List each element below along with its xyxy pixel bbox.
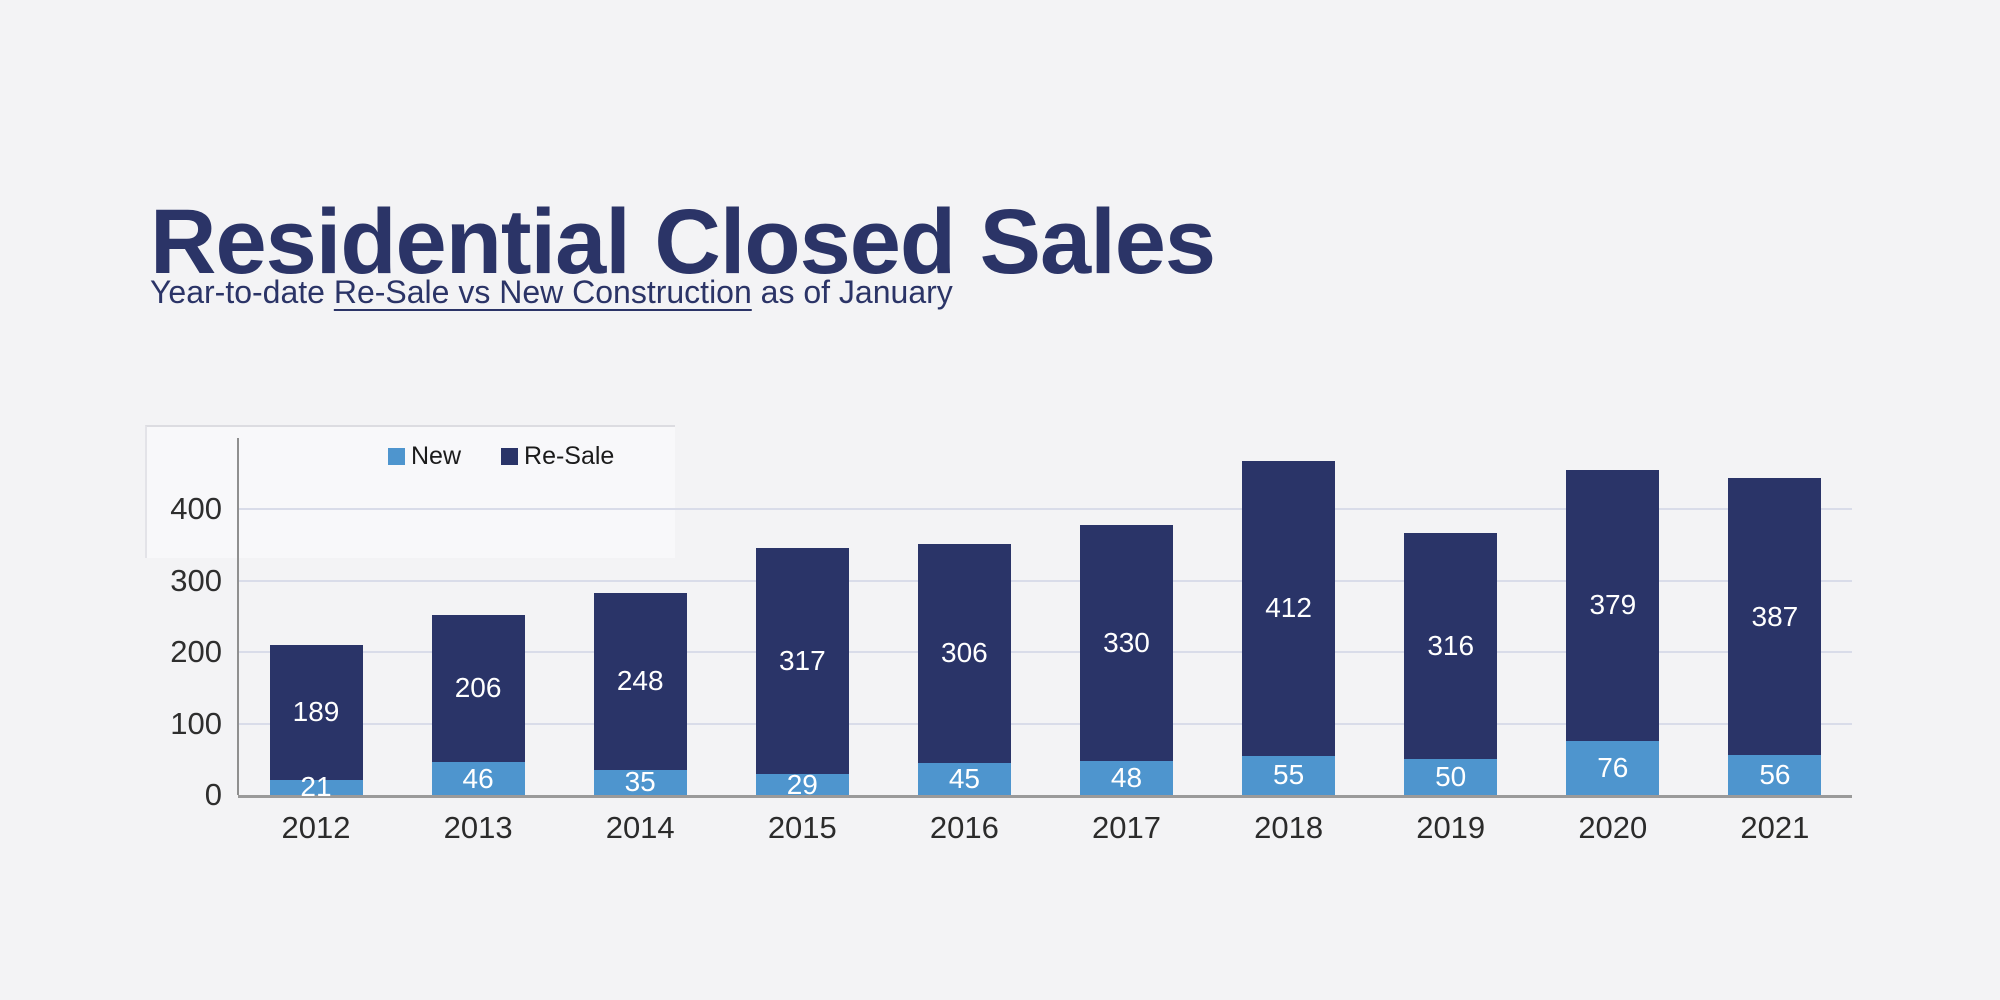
bar-segment-resale-2021 [1728,478,1822,755]
bar-value-resale-2018: 412 [1265,592,1312,624]
bar-segment-resale-2016 [917,544,1011,763]
bar-segment-resale-2015 [755,547,849,775]
x-category-label-2016: 2016 [929,810,999,845]
subtitle-prefix: Year-to-date [150,274,334,310]
bar-value-new-2018: 55 [1273,759,1305,791]
background-panel-edge [145,425,675,558]
bar-segment-new-2018 [1242,755,1336,795]
y-tick-label: 200 [170,634,222,669]
x-axis-line [238,795,1852,798]
bar-value-resale-2017: 330 [1103,626,1150,658]
x-category-label-2020: 2020 [1578,810,1648,845]
page-subtitle: Year-to-date Re-Sale vs New Construction… [150,274,953,310]
subtitle-suffix: as of January [751,274,953,310]
bar-segment-resale-2018 [1242,461,1336,756]
x-category-label-2021: 2021 [1740,810,1810,845]
x-category-label-2013: 2013 [443,810,513,845]
y-axis-line [237,438,239,795]
chart-legend: New Re-Sale [388,444,614,469]
y-gridline-100 [238,722,1852,725]
x-category-label-2012: 2012 [281,810,351,845]
bar-segment-new-2016 [917,762,1011,795]
bar-value-resale-2020: 379 [1589,589,1637,621]
bar-value-new-2016: 45 [948,762,980,794]
bar-segment-resale-2020 [1566,469,1660,741]
bar-value-new-2013: 46 [462,762,494,794]
legend-label-new: New [411,442,462,470]
legend-swatch-new [388,448,405,465]
x-category-label-2015: 2015 [767,810,837,845]
y-tick-label: 300 [170,562,222,598]
bar-value-resale-2016: 306 [941,637,988,669]
x-category-label-2014: 2014 [605,810,675,845]
bar-segment-new-2013 [431,762,525,795]
bar-value-resale-2012: 189 [292,696,340,728]
x-category-label-2019: 2019 [1416,810,1486,845]
bar-segment-new-2012 [269,779,363,795]
y-tick-label: 0 [204,777,222,812]
bar-value-resale-2019: 316 [1427,630,1475,662]
x-category-label-2017: 2017 [1092,810,1161,845]
y-tick-label: 100 [170,705,222,741]
bar-value-new-2017: 48 [1110,761,1143,793]
bar-value-resale-2013: 206 [454,672,502,704]
bar-segment-resale-2014 [593,592,687,770]
bar-segment-new-2021 [1728,754,1822,795]
y-gridline-300 [238,579,1852,582]
y-tick-label: 400 [170,491,222,526]
bar-segment-resale-2012 [269,644,363,780]
bar-value-resale-2014: 248 [616,665,664,697]
bar-segment-resale-2013 [431,614,525,763]
y-gridline-200 [238,651,1852,653]
bar-segment-resale-2017 [1080,524,1173,761]
legend-label-re-sale: Re-Sale [524,442,615,470]
y-gridline-400 [238,508,1852,510]
legend-swatch-re-sale [501,448,519,465]
subtitle-underlined-phrase[interactable]: Re-Sale vs New Construction [333,274,752,310]
bar-value-resale-2015: 317 [778,644,826,676]
page-title: Residential Closed Sales [150,190,1216,293]
legend-item-re-sale: Re-Sale [501,444,614,469]
bar-value-new-2015: 29 [786,768,818,800]
bar-segment-new-2019 [1404,759,1498,795]
bar-segment-new-2017 [1080,760,1173,795]
bar-value-resale-2021: 387 [1751,600,1799,632]
bar-segment-new-2015 [755,774,849,795]
bar-segment-new-2020 [1566,740,1660,795]
bar-value-new-2021: 56 [1759,758,1791,790]
bar-segment-new-2014 [593,769,687,795]
bar-value-new-2014: 35 [624,766,656,798]
legend-item-new: New [388,444,461,469]
x-category-label-2018: 2018 [1254,810,1324,845]
bar-value-new-2019: 50 [1435,761,1467,793]
bar-segment-resale-2019 [1404,533,1498,760]
bar-value-new-2012: 21 [300,771,332,803]
bar-value-new-2020: 76 [1597,751,1629,783]
